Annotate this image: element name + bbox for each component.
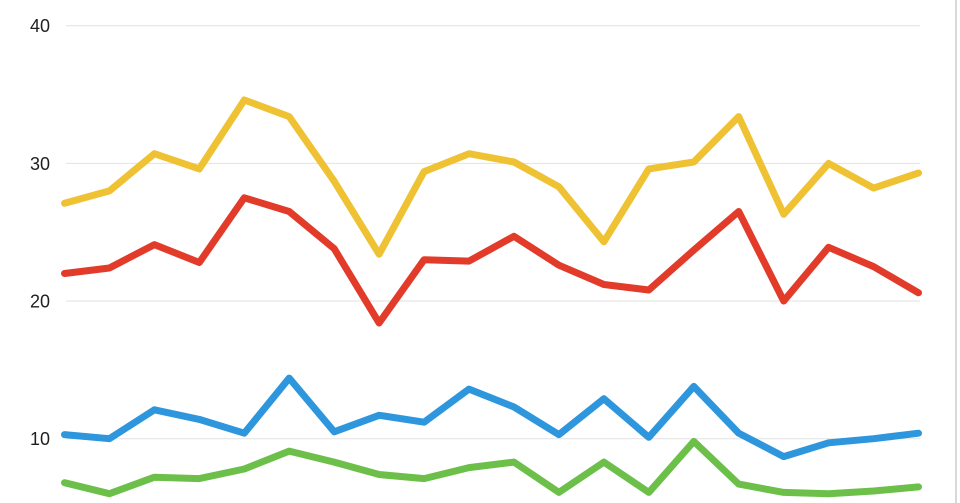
red-series-line xyxy=(61,194,922,327)
blue-series-line xyxy=(61,374,922,461)
y-tick-label-30: 30 xyxy=(30,154,50,174)
window-right-edge xyxy=(955,0,957,503)
y-tick-label-40: 40 xyxy=(30,16,50,36)
green-series-line xyxy=(61,437,922,498)
y-tick-label-10: 10 xyxy=(30,429,50,449)
y-tick-label-20: 20 xyxy=(30,292,50,312)
yellow-series-line xyxy=(61,96,922,258)
